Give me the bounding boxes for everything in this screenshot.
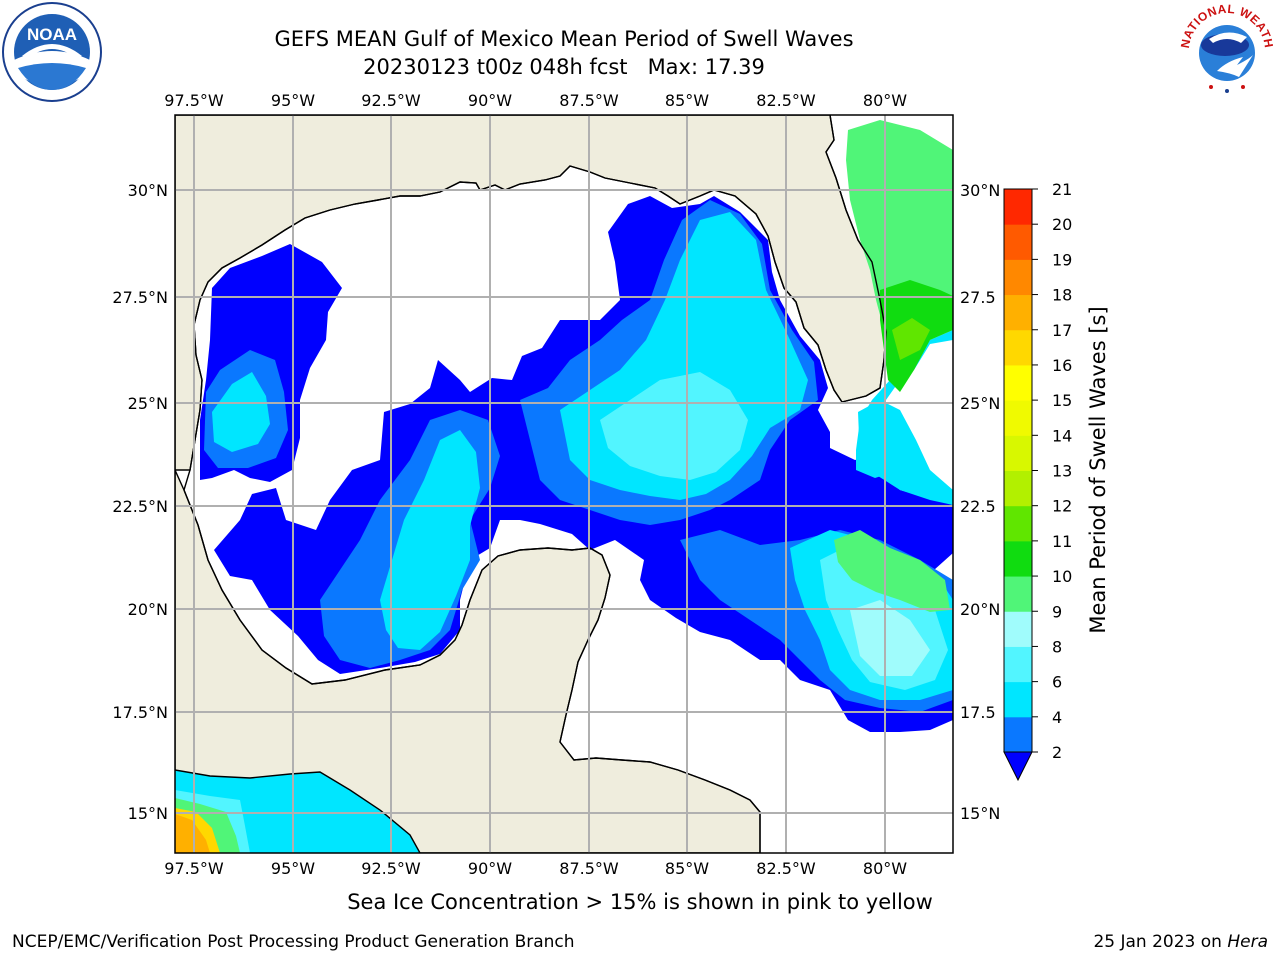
colorbar-segment bbox=[1004, 540, 1032, 577]
swell-region-caribbean-5 bbox=[834, 530, 950, 612]
colorbar-tick-label: 8 bbox=[1052, 637, 1062, 656]
lat-tick: 15°N bbox=[960, 804, 1000, 823]
swell-region-central-3 bbox=[380, 430, 480, 650]
lon-tick: 90°W bbox=[468, 91, 512, 110]
noaa-logo: NOAA bbox=[2, 2, 102, 102]
plot-title: GEFS MEAN Gulf of Mexico Mean Period of … bbox=[274, 27, 854, 51]
lon-tick: 85°W bbox=[665, 91, 709, 110]
colorbar bbox=[1003, 188, 1038, 782]
swell-region-atlantic-4 bbox=[892, 318, 930, 360]
colorbar-segment bbox=[1004, 329, 1032, 366]
lon-tick: 95°W bbox=[271, 859, 315, 878]
map-frame bbox=[174, 114, 954, 854]
lon-tick: 80°W bbox=[863, 91, 907, 110]
lat-tick: 17.5°N bbox=[112, 703, 168, 722]
lat-tick: 30°N bbox=[128, 181, 168, 200]
coastline bbox=[175, 115, 887, 853]
lon-tick: 92.5°W bbox=[361, 859, 421, 878]
colorbar-segment bbox=[1004, 716, 1032, 753]
lon-tick: 97.5°W bbox=[164, 91, 224, 110]
colorbar-tick-label: 20 bbox=[1052, 215, 1072, 234]
colorbar-tick-label: 4 bbox=[1052, 708, 1062, 727]
swell-region-west-3 bbox=[212, 372, 270, 452]
lat-ticks-left: 30°N 27.5°N 25°N 22.5°N 20°N 17.5°N 15°N bbox=[112, 181, 168, 823]
lat-tick: 30°N bbox=[960, 181, 1000, 200]
colorbar-segment bbox=[1004, 435, 1032, 471]
lat-ticks-right: 30°N 27.5 25°N 22.5 20°N 17.5 15°N bbox=[960, 181, 1000, 823]
colorbar-tick-label: 16 bbox=[1052, 356, 1072, 375]
colorbar-tick-label: 15 bbox=[1052, 391, 1072, 410]
lat-tick: 27.5°N bbox=[112, 288, 168, 307]
colorbar-tick-label: 21 bbox=[1052, 180, 1072, 199]
graticule bbox=[175, 115, 953, 853]
plot-subtitle: 20230123 t00z 048h fcst Max: 17.39 bbox=[363, 55, 765, 79]
colorbar-tick-label: 14 bbox=[1052, 426, 1072, 445]
colorbar-segment bbox=[1004, 505, 1032, 542]
colorbar-segment bbox=[1004, 364, 1032, 401]
lon-tick: 97.5°W bbox=[164, 859, 224, 878]
colorbar-tick-label: 19 bbox=[1052, 250, 1072, 269]
lon-ticks-bottom: 97.5°W 95°W 92.5°W 90°W 87.5°W 85°W 82.5… bbox=[164, 859, 907, 878]
colorbar-segment bbox=[1004, 646, 1032, 683]
colorbar-tick-label: 11 bbox=[1052, 532, 1072, 551]
lon-tick: 87.5°W bbox=[559, 91, 619, 110]
lon-tick: 82.5°W bbox=[756, 91, 816, 110]
lon-ticks-top: 97.5°W 95°W 92.5°W 90°W 87.5°W 85°W 82.5… bbox=[164, 91, 907, 110]
colorbar-tick-label: 17 bbox=[1052, 321, 1072, 340]
colorbar-segment bbox=[1004, 224, 1032, 260]
lat-tick: 25°N bbox=[128, 394, 168, 413]
colorbar-tick-labels: 2 4 6 8 9 10 11 12 13 14 15 16 17 18 19 20 21 bbox=[1052, 180, 1072, 762]
lat-tick: 20°N bbox=[128, 600, 168, 619]
lat-tick: 25°N bbox=[960, 394, 1000, 413]
noaa-wordmark: NOAA bbox=[27, 25, 77, 44]
lat-tick: 20°N bbox=[960, 600, 1000, 619]
colorbar-segment bbox=[1004, 681, 1032, 718]
machine-name: Hera bbox=[1227, 932, 1268, 952]
lon-tick: 80°W bbox=[863, 859, 907, 878]
lat-tick: 27.5 bbox=[960, 288, 996, 307]
nws-logo: NATIONAL WEATHER SERVICE bbox=[1177, 1, 1276, 99]
colorbar-segment bbox=[1004, 259, 1032, 296]
lon-tick: 87.5°W bbox=[559, 859, 619, 878]
colorbar-tick-label: 10 bbox=[1052, 567, 1072, 586]
colorbar-tick-label: 13 bbox=[1052, 462, 1072, 481]
colorbar-segment bbox=[1004, 611, 1032, 647]
colorbar-tick-label: 18 bbox=[1052, 286, 1072, 305]
colorbar-tick-label: 6 bbox=[1052, 673, 1062, 692]
colorbar-tick-label: 9 bbox=[1052, 602, 1062, 621]
swell-region-east-3 bbox=[600, 372, 748, 480]
colorbar-segment bbox=[1004, 189, 1032, 225]
run-date-credit: 25 Jan 2023 on Hera bbox=[1093, 932, 1268, 952]
colorbar-tick-label: 12 bbox=[1052, 497, 1072, 516]
swell-period-field bbox=[175, 115, 953, 853]
colorbar-segment bbox=[1004, 400, 1032, 436]
map-panel bbox=[175, 115, 953, 853]
lat-tick: 22.5 bbox=[960, 497, 996, 516]
producer-credit: NCEP/EMC/Verification Post Processing Pr… bbox=[12, 932, 575, 952]
lon-tick: 85°W bbox=[665, 859, 709, 878]
lat-tick: 17.5 bbox=[960, 703, 996, 722]
lat-tick: 22.5°N bbox=[112, 497, 168, 516]
colorbar-tick-label: 2 bbox=[1052, 743, 1062, 762]
lon-tick: 82.5°W bbox=[756, 859, 816, 878]
colorbar-segment bbox=[1004, 470, 1032, 507]
colorbar-extend-min bbox=[1003, 751, 1033, 782]
swell-region-pacific-5 bbox=[175, 814, 210, 853]
swell-region-caribbean-4 bbox=[850, 600, 930, 676]
lon-tick: 90°W bbox=[468, 859, 512, 878]
colorbar-segment bbox=[1004, 294, 1032, 331]
swell-region-atlantic-2 bbox=[846, 120, 953, 340]
sea-ice-note: Sea Ice Concentration > 15% is shown in … bbox=[347, 890, 933, 914]
lon-tick: 92.5°W bbox=[361, 91, 421, 110]
lon-tick: 95°W bbox=[271, 91, 315, 110]
colorbar-segment bbox=[1004, 576, 1032, 612]
colorbar-title: Mean Period of Swell Waves [s] bbox=[1086, 306, 1110, 633]
lat-tick: 15°N bbox=[128, 804, 168, 823]
